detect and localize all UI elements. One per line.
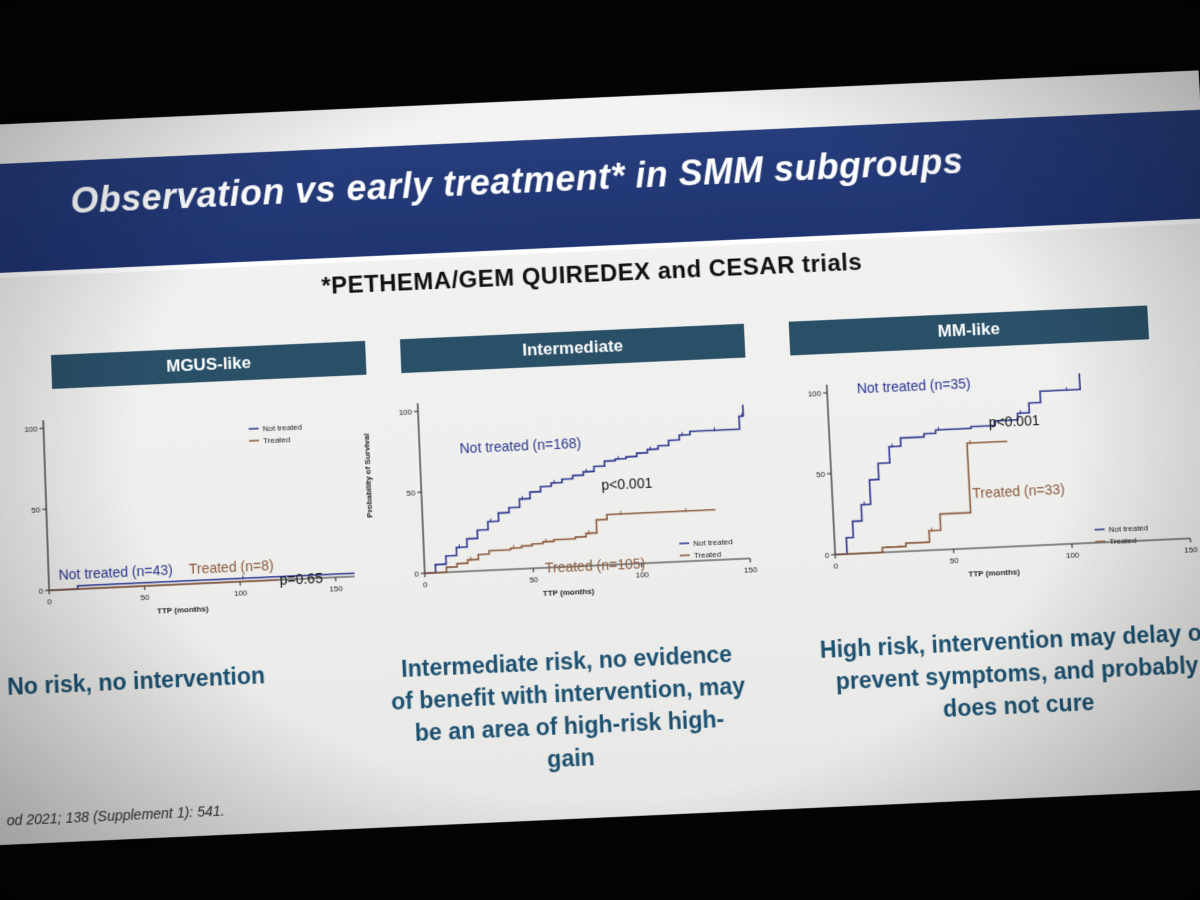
y-axis [43, 420, 49, 590]
legend-label: Not treated [693, 537, 733, 548]
x-tick-label: 100 [234, 588, 248, 598]
caption-mm: High risk, intervention may delay or pre… [819, 619, 1200, 722]
legend-label: Treated [694, 550, 722, 560]
y-tick-label: 50 [406, 488, 416, 497]
x-tick-label: 50 [140, 593, 150, 603]
x-tick-label: 0 [833, 561, 838, 570]
y-axis [827, 385, 835, 555]
legend-label: Not treated [1108, 523, 1148, 534]
y-axis-label: Probability of Survival [362, 433, 374, 518]
x-tick-label: 50 [950, 556, 960, 565]
x-tick-label: 150 [329, 584, 343, 594]
annotation-treated: Treated (n=8) [189, 557, 274, 577]
series-line-not-treated [418, 405, 750, 574]
x-axis-label: TTP (months) [157, 604, 209, 615]
x-axis-label: TTP (months) [968, 567, 1020, 578]
x-tick-label: 150 [1184, 545, 1198, 555]
annotation-pvalue: p<0.001 [988, 412, 1040, 430]
annotation-not-treated: Not treated (n=168) [459, 435, 581, 457]
annotation-treated: Treated (n=33) [972, 481, 1065, 501]
annotation-pvalue: p=0.65 [279, 570, 323, 588]
caption-intermediate: Intermediate risk, no evidence of benefi… [390, 640, 746, 773]
y-tick-label: 100 [399, 408, 413, 418]
y-tick-label: 100 [808, 389, 822, 399]
y-axis [418, 403, 425, 573]
x-axis-label: TTP (months) [543, 587, 595, 598]
y-tick-label: 100 [24, 425, 38, 435]
y-tick-label: 50 [31, 505, 41, 514]
annotation-not-treated: Not treated (n=43) [58, 562, 173, 583]
presentation-slide: Observation vs early treatment* in SMM s… [0, 70, 1200, 846]
x-tick-label: 100 [1066, 550, 1080, 560]
annotation-not-treated: Not treated (n=35) [857, 375, 971, 396]
y-tick-label: 0 [39, 587, 44, 596]
y-tick-label: 50 [816, 470, 826, 479]
annotation-pvalue: p<0.001 [601, 475, 653, 493]
reference-footer: od 2021; 138 (Supplement 1): 541. [6, 802, 225, 829]
x-tick-label: 0 [423, 580, 428, 589]
legend-label: Treated [263, 435, 291, 445]
km-chart-intermediate: 0 50 100 0 50 100 150 TTP (months) Not treated Tr… [399, 358, 758, 598]
x-tick-label: 0 [47, 597, 52, 606]
legend-label: Not treated [262, 423, 302, 434]
y-tick-label: 0 [414, 569, 419, 578]
x-tick-label: 50 [529, 575, 539, 584]
x-tick-label: 150 [744, 565, 758, 575]
annotation-treated: Treated (n=105) [545, 555, 646, 576]
km-chart-mm: 0 50 100 0 50 100 150 TTP (months) Not treated Tr… [808, 338, 1198, 579]
km-chart-mgus: 0 50 100 0 50 100 150 TTP (months) Probability o… [24, 375, 374, 616]
legend-label: Treated [1109, 536, 1137, 546]
caption-mgus: No risk, no intervention [6, 662, 266, 701]
series-line-not-treated [827, 373, 1089, 554]
y-tick-label: 0 [825, 551, 830, 560]
x-tick-label: 100 [635, 570, 649, 580]
